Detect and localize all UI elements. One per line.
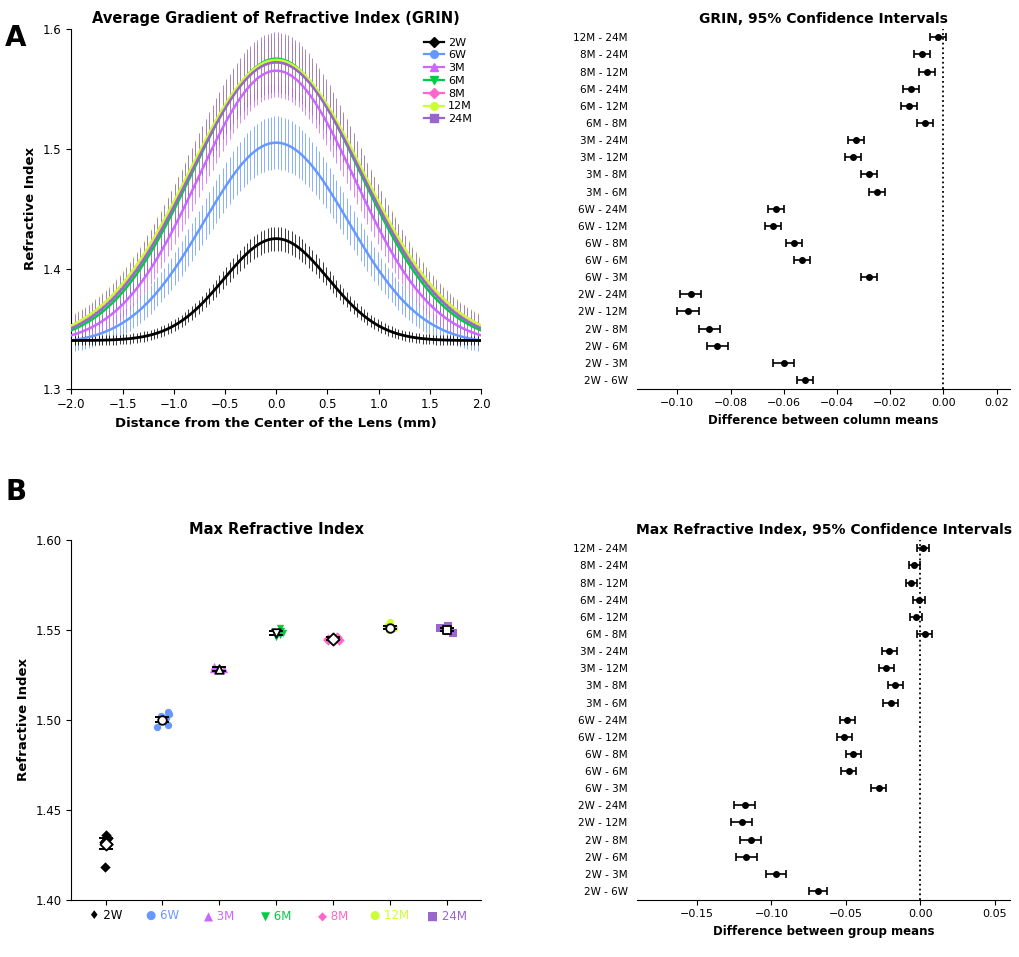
Point <box>331 633 347 648</box>
Point <box>439 618 455 634</box>
Point <box>438 622 454 637</box>
Point <box>160 706 176 722</box>
Point <box>381 622 397 637</box>
Y-axis label: Refractive Index: Refractive Index <box>24 147 38 270</box>
Point <box>319 631 335 646</box>
Point <box>98 833 114 848</box>
Point <box>148 720 164 735</box>
Point <box>99 831 115 846</box>
Point <box>100 831 116 846</box>
Point <box>267 629 283 644</box>
Point <box>158 710 174 725</box>
Point <box>325 631 341 646</box>
Point <box>385 620 401 635</box>
Text: B: B <box>5 478 26 506</box>
Point <box>274 626 290 641</box>
Point <box>99 836 115 852</box>
X-axis label: Distance from the Center of the Lens (mm): Distance from the Center of the Lens (mm… <box>115 417 437 430</box>
Point <box>328 629 344 644</box>
Point <box>205 661 221 677</box>
Point <box>215 661 231 677</box>
Legend: 2W, 6W, 3M, 6M, 8M, 12M, 24M: 2W, 6W, 3M, 6M, 8M, 12M, 24M <box>420 34 475 127</box>
Title: Max Refractive Index: Max Refractive Index <box>189 523 364 537</box>
Point <box>440 624 457 639</box>
Point <box>380 616 396 632</box>
Title: Max Refractive Index, 95% Confidence Intervals: Max Refractive Index, 95% Confidence Int… <box>635 523 1011 537</box>
Point <box>440 624 457 639</box>
Point <box>153 708 169 723</box>
Point <box>160 718 176 733</box>
Point <box>155 712 171 727</box>
Title: GRIN, 95% Confidence Intervals: GRIN, 95% Confidence Intervals <box>698 12 947 26</box>
X-axis label: Difference between column means: Difference between column means <box>708 413 937 427</box>
Point <box>154 712 170 727</box>
Point <box>444 626 461 641</box>
Point <box>326 631 342 646</box>
Point <box>320 633 336 648</box>
Text: A: A <box>5 24 26 52</box>
Point <box>382 614 398 630</box>
Title: Average Gradient of Refractive Index (GRIN): Average Gradient of Refractive Index (GR… <box>93 11 460 26</box>
Point <box>96 835 112 850</box>
Point <box>272 620 288 635</box>
Point <box>381 620 397 635</box>
Point <box>273 624 289 639</box>
X-axis label: Difference between group means: Difference between group means <box>712 924 933 938</box>
Point <box>155 714 171 729</box>
Point <box>159 704 175 720</box>
Point <box>205 658 221 674</box>
Point <box>97 859 113 875</box>
Point <box>432 620 448 635</box>
Point <box>98 827 114 842</box>
Point <box>440 622 457 637</box>
Y-axis label: Refractive Index: Refractive Index <box>17 658 30 781</box>
Point <box>97 836 113 852</box>
Point <box>268 626 284 641</box>
Point <box>378 618 394 634</box>
Point <box>272 628 288 643</box>
Point <box>211 661 227 677</box>
